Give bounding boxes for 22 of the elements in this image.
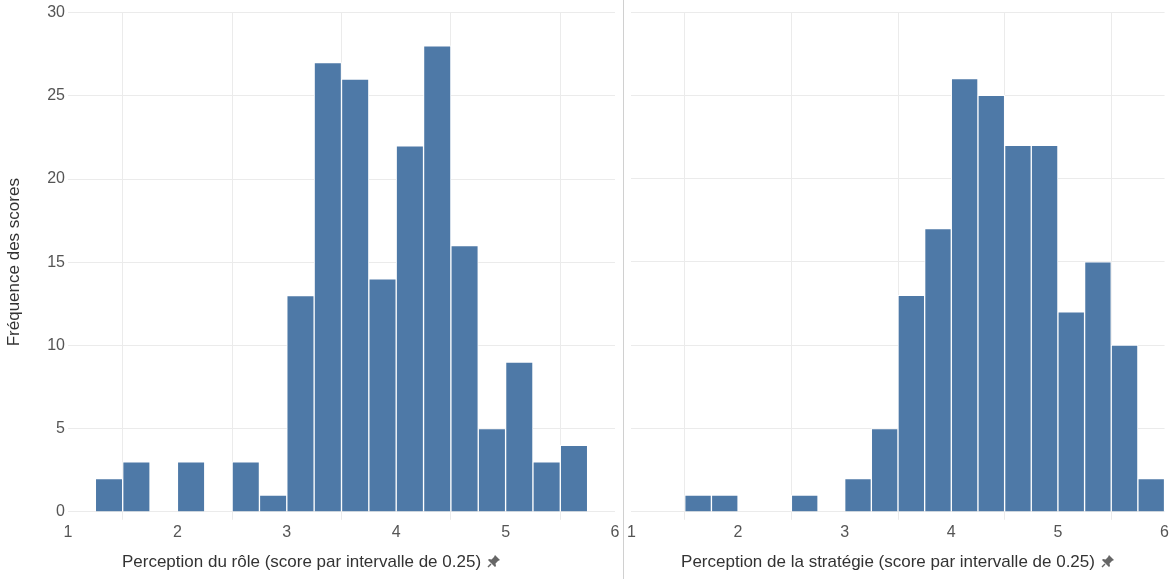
x-tick-label: 4 <box>391 522 401 540</box>
y-tick-label: 20 <box>47 169 66 187</box>
x-tick-label: 3 <box>282 522 292 540</box>
x-axis-title: Perception du rôle (score par intervalle de 0.25) <box>121 552 482 571</box>
x-tick-label: 6 <box>610 522 620 540</box>
y-tick-label: 15 <box>47 252 66 270</box>
y-tick-label: 5 <box>56 419 66 437</box>
x-axis-title: Perception de la stratégie (score par intervalle de 0.25) <box>681 552 1095 571</box>
x-tick-label: 1 <box>627 522 636 540</box>
x-tick-label: 3 <box>840 522 850 540</box>
x-tick-label: 6 <box>1160 522 1170 540</box>
x-tick-label: 5 <box>501 522 511 540</box>
x-tick-label: 4 <box>946 522 956 540</box>
y-tick-label: 30 <box>47 3 66 21</box>
x-tick-label: 2 <box>733 522 743 540</box>
y-axis-title: Fréquence des scores <box>3 178 23 347</box>
y-tick-label: 0 <box>56 502 66 520</box>
x-tick-label: 2 <box>172 522 182 540</box>
y-tick-label: 10 <box>47 335 66 353</box>
x-tick-label: 5 <box>1053 522 1063 540</box>
y-tick-label: 25 <box>47 86 66 104</box>
x-tick-label: 1 <box>63 522 73 540</box>
